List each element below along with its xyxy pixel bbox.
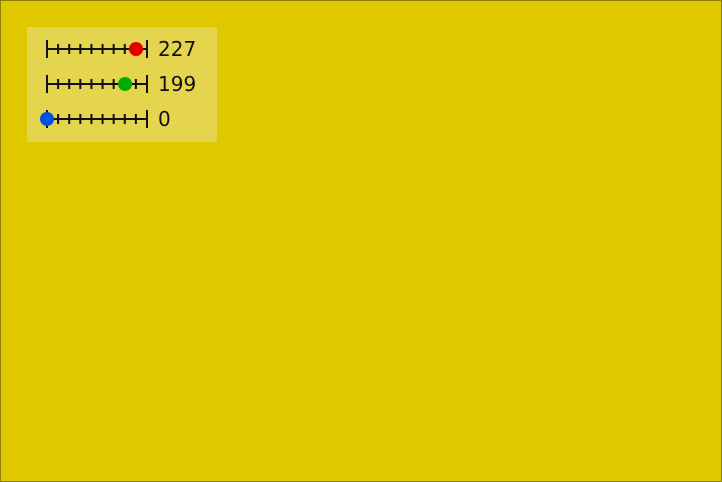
red-value: 227 xyxy=(158,37,197,61)
green-slider-ticks xyxy=(46,75,148,93)
blue-slider[interactable] xyxy=(27,104,157,134)
red-slider[interactable] xyxy=(27,34,157,64)
green-slider[interactable] xyxy=(27,69,157,99)
blue-slider-thumb[interactable] xyxy=(40,112,54,126)
blue-value: 0 xyxy=(158,107,171,131)
green-slider-thumb[interactable] xyxy=(118,77,133,91)
green-value: 199 xyxy=(158,72,197,96)
red-slider-thumb[interactable] xyxy=(129,42,144,56)
red-slider-row: 227 xyxy=(27,34,217,64)
green-slider-row: 199 xyxy=(27,69,217,99)
blue-slider-row: 0 xyxy=(27,104,217,134)
rgb-slider-panel: 227 199 0 xyxy=(27,27,217,142)
